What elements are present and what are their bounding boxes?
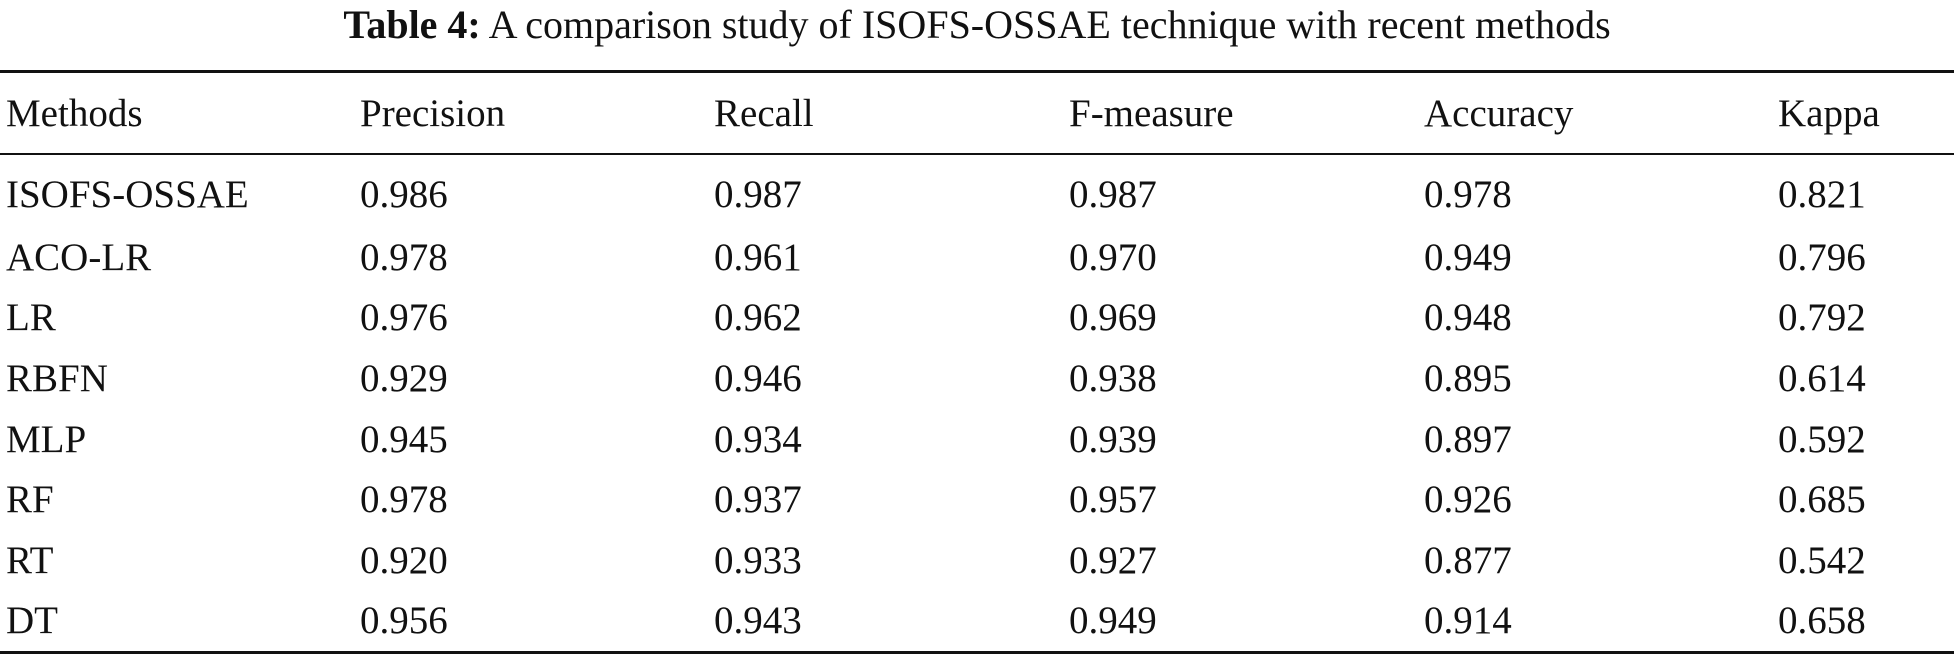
- method-cell: ISOFS-OSSAE: [6, 172, 249, 216]
- method-cell: LR: [6, 296, 56, 340]
- kappa-cell: 0.685: [1778, 478, 1866, 522]
- f-measure-cell: 0.949: [1069, 599, 1157, 643]
- table-row: MLP 0.945 0.934 0.939 0.897 0.592: [0, 409, 1954, 470]
- method-cell: RF: [6, 478, 54, 522]
- f-measure-cell: 0.927: [1069, 538, 1157, 582]
- column-header-recall: Recall: [714, 91, 814, 135]
- column-header-methods: Methods: [6, 91, 143, 135]
- accuracy-cell: 0.897: [1424, 417, 1512, 461]
- accuracy-cell: 0.949: [1424, 235, 1512, 279]
- precision-cell: 0.945: [360, 417, 448, 461]
- method-cell: RBFN: [6, 356, 108, 400]
- recall-cell: 0.934: [714, 417, 802, 461]
- precision-cell: 0.986: [360, 172, 448, 216]
- kappa-cell: 0.542: [1778, 538, 1866, 582]
- recall-cell: 0.961: [714, 235, 802, 279]
- accuracy-cell: 0.926: [1424, 478, 1512, 522]
- table-row: RF 0.978 0.937 0.957 0.926 0.685: [0, 469, 1954, 530]
- table-caption-text: A comparison study of ISOFS-OSSAE techni…: [488, 2, 1611, 47]
- f-measure-cell: 0.969: [1069, 296, 1157, 340]
- precision-cell: 0.956: [360, 599, 448, 643]
- f-measure-cell: 0.938: [1069, 356, 1157, 400]
- column-header-kappa: Kappa: [1778, 91, 1880, 135]
- f-measure-cell: 0.987: [1069, 172, 1157, 216]
- accuracy-cell: 0.877: [1424, 538, 1512, 582]
- table-body: ISOFS-OSSAE 0.986 0.987 0.987 0.978 0.821 ACO-…: [0, 153, 1954, 651]
- kappa-cell: 0.792: [1778, 296, 1866, 340]
- table-caption-label: Table 4:: [343, 2, 481, 47]
- recall-cell: 0.937: [714, 478, 802, 522]
- method-cell: MLP: [6, 417, 87, 461]
- f-measure-cell: 0.957: [1069, 478, 1157, 522]
- table-row: ISOFS-OSSAE 0.986 0.987 0.987 0.978 0.821: [0, 153, 1954, 227]
- table-bottom-rule: [0, 651, 1954, 654]
- recall-cell: 0.962: [714, 296, 802, 340]
- table-caption: Table 4: A comparison study of ISOFS-OSS…: [0, 0, 1954, 62]
- accuracy-cell: 0.895: [1424, 356, 1512, 400]
- table-row: RT 0.920 0.933 0.927 0.877 0.542: [0, 530, 1954, 591]
- accuracy-cell: 0.978: [1424, 172, 1512, 216]
- recall-cell: 0.933: [714, 538, 802, 582]
- kappa-cell: 0.796: [1778, 235, 1866, 279]
- precision-cell: 0.920: [360, 538, 448, 582]
- method-cell: ACO-LR: [6, 235, 152, 279]
- comparison-table: Methods Precision Recall F-measure Accur…: [0, 73, 1954, 651]
- column-header-precision: Precision: [360, 91, 506, 135]
- method-cell: RT: [6, 538, 54, 582]
- column-header-accuracy: Accuracy: [1424, 91, 1574, 135]
- table-top-rule: [0, 70, 1954, 73]
- precision-cell: 0.929: [360, 356, 448, 400]
- method-cell: DT: [6, 599, 58, 643]
- table-row: ACO-LR 0.978 0.961 0.970 0.949 0.796: [0, 227, 1954, 288]
- table-row: LR 0.976 0.962 0.969 0.948 0.792: [0, 288, 1954, 349]
- precision-cell: 0.976: [360, 296, 448, 340]
- table-row: DT 0.956 0.943 0.949 0.914 0.658: [0, 591, 1954, 652]
- recall-cell: 0.943: [714, 599, 802, 643]
- accuracy-cell: 0.948: [1424, 296, 1512, 340]
- recall-cell: 0.946: [714, 356, 802, 400]
- kappa-cell: 0.658: [1778, 599, 1866, 643]
- table-row: RBFN 0.929 0.946 0.938 0.895 0.614: [0, 348, 1954, 409]
- f-measure-cell: 0.939: [1069, 417, 1157, 461]
- kappa-cell: 0.614: [1778, 356, 1866, 400]
- kappa-cell: 0.821: [1778, 172, 1866, 216]
- table-header-row: Methods Precision Recall F-measure Accur…: [0, 73, 1954, 153]
- recall-cell: 0.987: [714, 172, 802, 216]
- f-measure-cell: 0.970: [1069, 235, 1157, 279]
- kappa-cell: 0.592: [1778, 417, 1866, 461]
- precision-cell: 0.978: [360, 478, 448, 522]
- column-header-f-measure: F-measure: [1069, 91, 1234, 135]
- table-header-rule: [0, 153, 1954, 155]
- accuracy-cell: 0.914: [1424, 599, 1512, 643]
- precision-cell: 0.978: [360, 235, 448, 279]
